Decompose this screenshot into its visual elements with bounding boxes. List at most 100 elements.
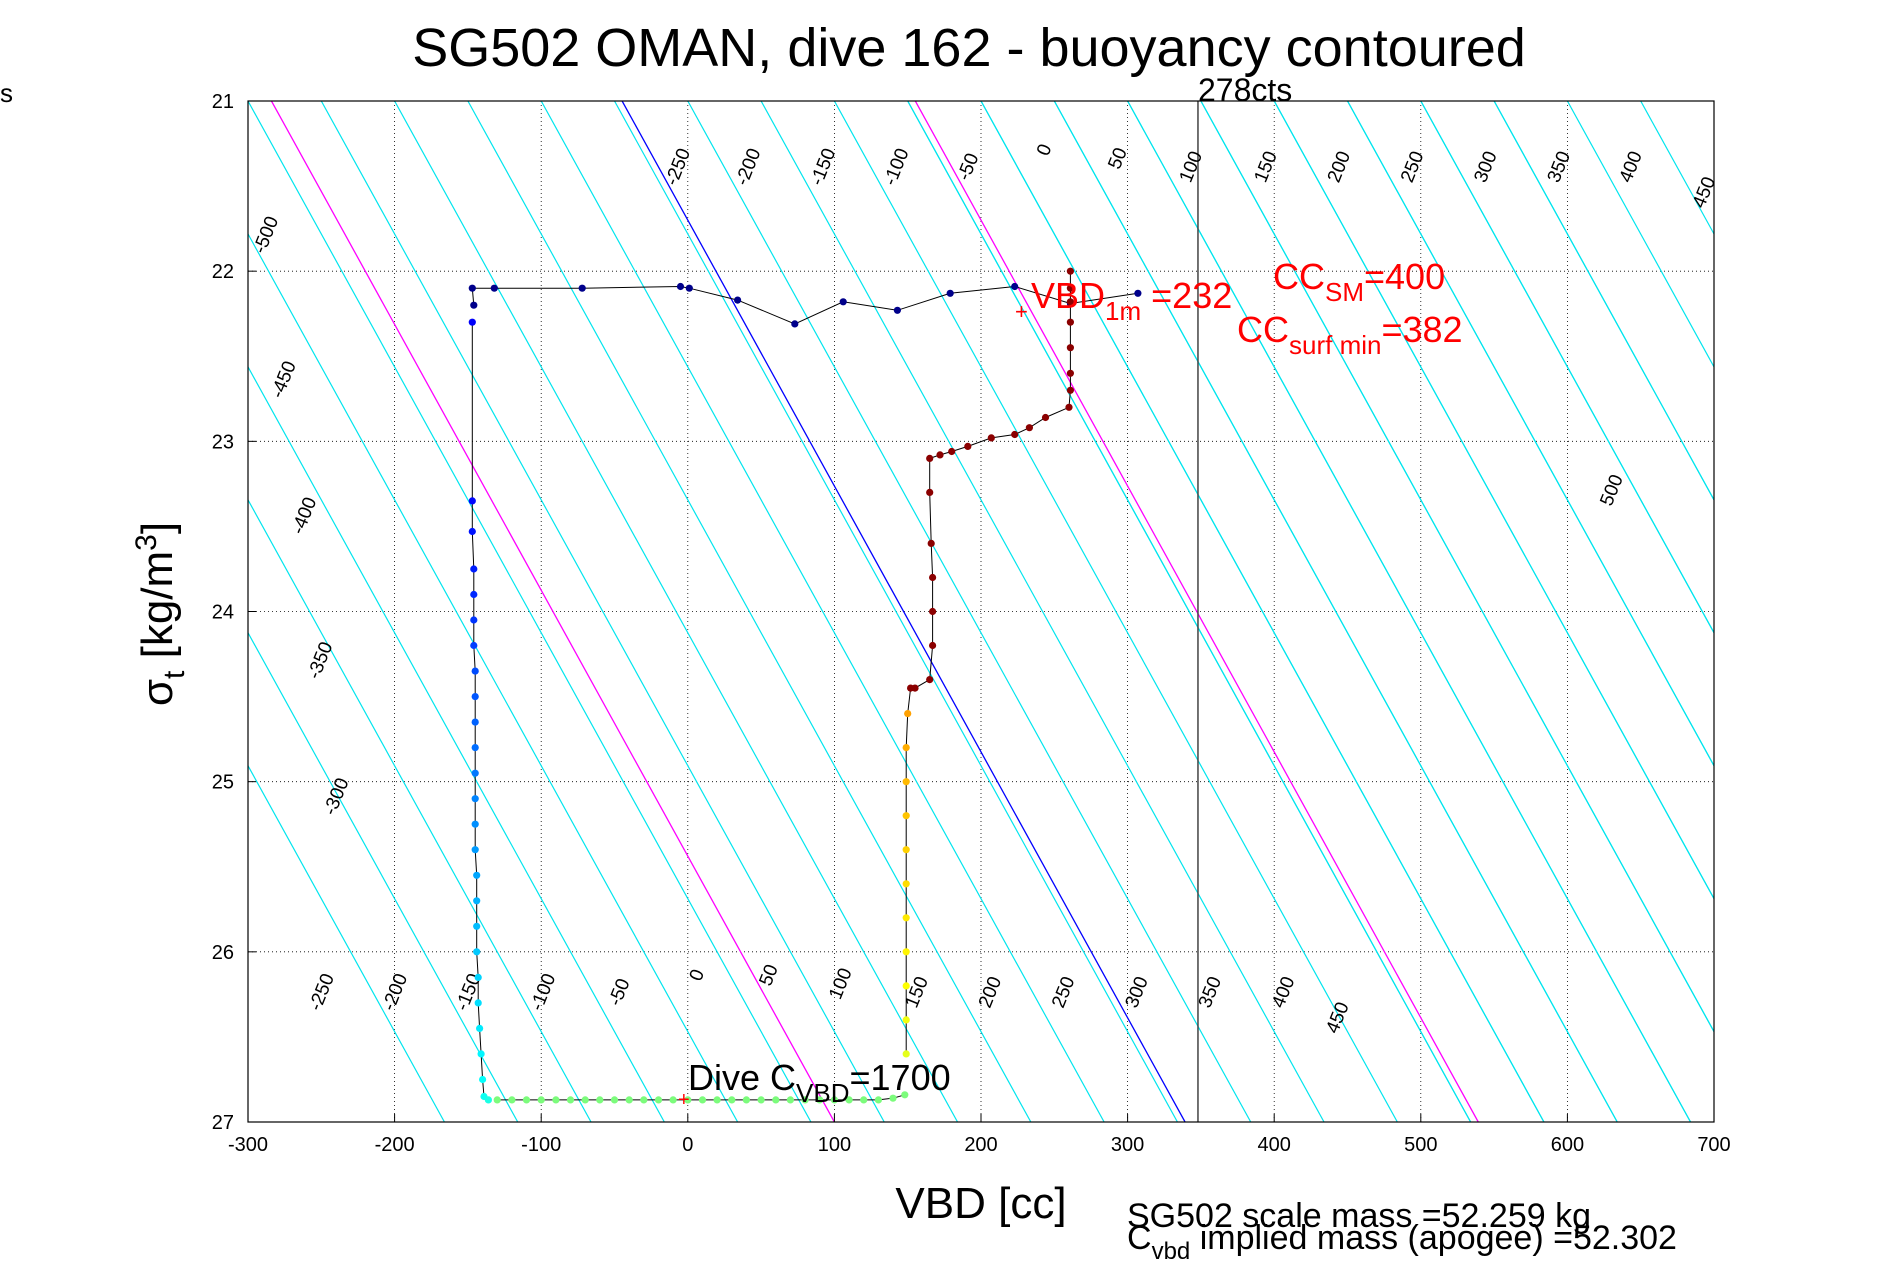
y-axis-label: σt [kg/m3] (130, 522, 191, 706)
data-point (1066, 386, 1074, 394)
data-point (902, 1016, 910, 1024)
x-axis-label: VBD [cc] (895, 1179, 1066, 1228)
reference-line-slanted (621, 101, 1186, 1122)
data-point (474, 999, 482, 1007)
data-point (904, 710, 912, 718)
data-point (889, 1094, 897, 1102)
data-point (946, 289, 954, 297)
cc-surf-min-annotation: CCsurf min=382 (1237, 309, 1463, 360)
data-point (684, 1096, 692, 1104)
data-point (470, 641, 478, 650)
contour-line (613, 101, 1178, 1122)
contour-line (980, 101, 1545, 1122)
data-point (929, 573, 937, 582)
dive-cvbd-annotation: Dive CVBD=1700 (688, 1057, 951, 1108)
y-axis-ticks: 21 22 23 24 25 26 27 (212, 91, 256, 1134)
data-point (640, 1096, 648, 1104)
reference-lines (270, 101, 1479, 1122)
data-point (474, 973, 482, 982)
data-point (901, 1091, 909, 1099)
data-point (470, 590, 478, 599)
contour-line (1273, 101, 1714, 900)
left-margin-text: s (0, 78, 13, 108)
data-point (476, 1024, 484, 1032)
data-point (537, 1096, 545, 1104)
contour-line (248, 232, 739, 1122)
data-point (468, 284, 476, 292)
cc-sm-annotation: CCSM=400 (1273, 256, 1445, 307)
data-point (1025, 424, 1033, 432)
data-point (468, 527, 476, 536)
data-point (473, 871, 481, 879)
x-tick-label: -300 (228, 1134, 268, 1156)
dive-cvbd-marker: + (678, 1089, 690, 1111)
data-series (468, 267, 1142, 1104)
data-point (713, 1096, 721, 1104)
data-point (927, 539, 935, 548)
contour-line (907, 101, 1472, 1122)
contour-line (1787, 101, 1891, 1122)
contour-line (248, 764, 445, 1122)
data-point (1066, 344, 1074, 352)
reference-line-slanted (914, 101, 1479, 1122)
data-point (948, 447, 956, 456)
data-point (936, 451, 944, 459)
vbd-1m-annotation: VBD1m =232 (1031, 275, 1232, 326)
data-point (926, 676, 934, 684)
data-point (669, 1096, 677, 1104)
contour-line (760, 101, 1325, 1122)
data-point (845, 1096, 853, 1104)
data-point (1134, 289, 1142, 297)
footer-implied-mass: Cvbd implied mass (apogee) =52.302 (1127, 1219, 1677, 1262)
data-point (902, 812, 910, 820)
data-point (757, 1096, 765, 1104)
contour-line (248, 101, 812, 1122)
data-point (468, 497, 476, 505)
data-point (929, 607, 937, 616)
x-tick-label: 0 (682, 1134, 693, 1156)
data-point (676, 282, 685, 291)
contour-line (248, 498, 592, 1122)
data-point (471, 846, 479, 854)
data-point (902, 982, 910, 990)
contour-line (1493, 101, 1714, 502)
data-point (902, 914, 910, 922)
data-point (471, 820, 479, 828)
buoyancy-contours (248, 101, 1891, 1122)
data-point (902, 1050, 910, 1058)
data-point (508, 1096, 516, 1104)
data-point (902, 744, 910, 752)
data-point (471, 718, 479, 726)
x-tick-label: -100 (521, 1134, 561, 1156)
data-point (522, 1096, 531, 1104)
data-point (742, 1096, 751, 1104)
contour-line (248, 631, 519, 1122)
data-point (698, 1096, 707, 1104)
data-point (685, 284, 693, 292)
data-point (728, 1096, 736, 1104)
data-point (964, 442, 972, 450)
contour-line (320, 101, 885, 1122)
x-tick-label: 100 (818, 1134, 851, 1156)
data-point (772, 1096, 780, 1104)
data-point (477, 1050, 485, 1058)
contour-line (467, 101, 1032, 1122)
data-point (473, 897, 481, 905)
data-point (471, 667, 479, 675)
data-point (490, 284, 498, 292)
contour-line (1420, 101, 1714, 635)
y-tick-label: 26 (212, 942, 234, 964)
data-point (473, 948, 481, 956)
data-point (470, 301, 478, 309)
contour-line (1346, 101, 1714, 767)
data-point (1011, 282, 1019, 291)
cts-label: 278cts (1198, 72, 1292, 108)
data-point (791, 320, 799, 328)
x-tick-label: 700 (1697, 1134, 1730, 1156)
data-point (926, 454, 934, 462)
data-point (786, 1096, 795, 1104)
data-point (902, 778, 910, 786)
data-point (1066, 284, 1074, 292)
chart-title: SG502 OMAN, dive 162 - buoyancy contoure… (412, 18, 1526, 78)
data-point (860, 1096, 868, 1104)
